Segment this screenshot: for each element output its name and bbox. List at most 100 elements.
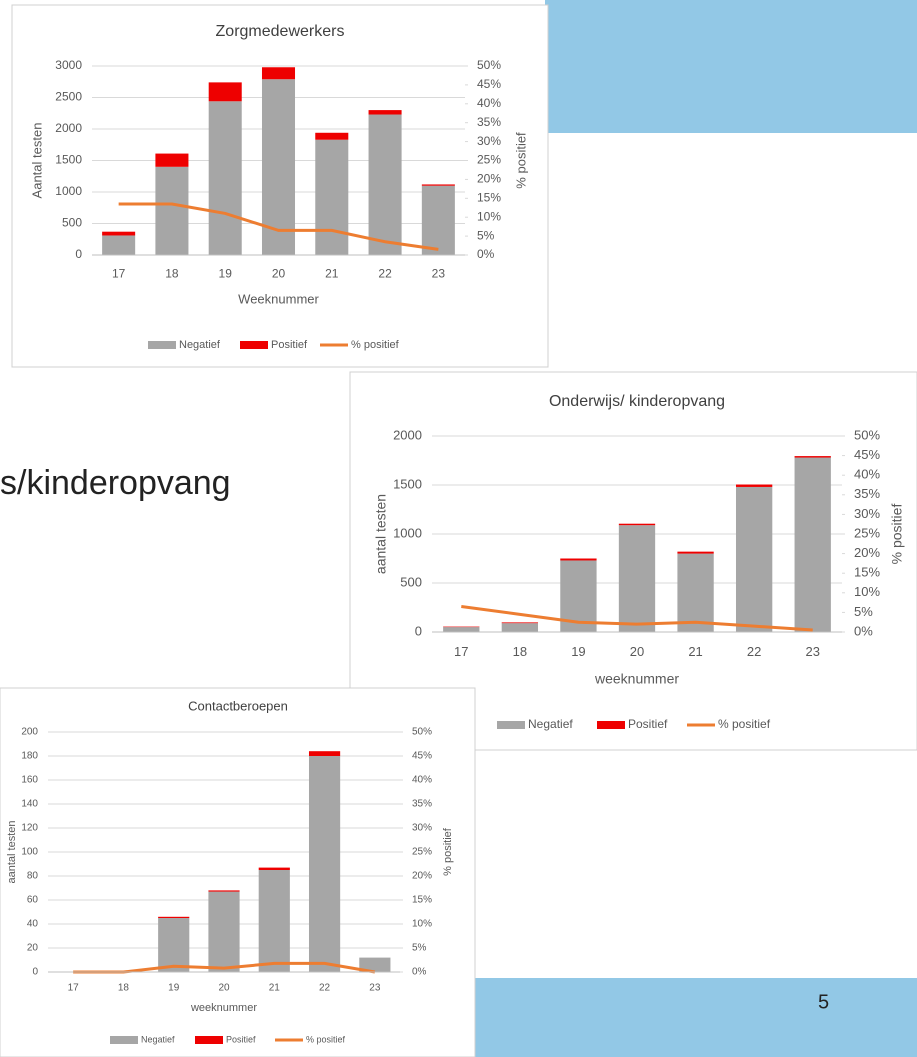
y2-tick-label: 5%: [854, 604, 873, 619]
bar: [794, 457, 831, 632]
legend-label: Positief: [271, 339, 308, 351]
x-tick-label: 18: [118, 983, 130, 994]
y2-tick-label: 0%: [477, 247, 495, 261]
bar: [208, 890, 240, 892]
x-tick-label: 21: [688, 644, 702, 659]
bar: [677, 553, 714, 632]
y-tick-label: 1000: [393, 525, 422, 540]
bar: [735, 484, 773, 487]
bar: [208, 101, 242, 255]
legend-label: % positief: [351, 339, 400, 351]
legend-label: Positief: [226, 1034, 256, 1044]
legend-label: % positief: [306, 1034, 346, 1044]
y2-tick-label: 20%: [477, 172, 501, 186]
bar: [443, 627, 480, 632]
x-tick-label: 21: [269, 983, 281, 994]
x-tick-label: 20: [630, 644, 644, 659]
bar: [368, 110, 402, 115]
y2-tick-label: 50%: [412, 727, 432, 738]
y2-tick-label: 25%: [412, 847, 432, 858]
y-tick-label: 180: [21, 751, 38, 762]
y2-tick-label: 50%: [854, 427, 880, 442]
y-tick-label: 3000: [55, 58, 82, 72]
legend-swatch: [240, 341, 268, 349]
page-number: 5: [818, 991, 829, 1013]
bar: [155, 166, 189, 255]
y2-tick-label: 45%: [477, 77, 501, 91]
y-tick-label: 120: [21, 823, 38, 834]
y-tick-label: 100: [21, 847, 38, 858]
x-tick-label: 20: [218, 983, 230, 994]
y-tick-label: 1000: [55, 184, 82, 198]
y-tick-label: 20: [27, 943, 39, 954]
y2-tick-label: 25%: [477, 153, 501, 167]
legend-swatch: [148, 341, 176, 349]
legend-label: Negatief: [179, 339, 221, 351]
y-tick-label: 60: [27, 895, 39, 906]
bar: [315, 139, 349, 255]
y-axis-title: Aantal testen: [29, 123, 44, 199]
line: [118, 202, 439, 251]
y-tick-label: 2500: [55, 90, 82, 104]
y-tick-label: 500: [400, 574, 422, 589]
x-tick-label: 19: [168, 983, 180, 994]
y-tick-label: 140: [21, 799, 38, 810]
bar: [208, 891, 240, 972]
y-tick-label: 0: [75, 247, 82, 261]
y2-axis-title: % positief: [889, 504, 905, 565]
y2-axis-title: % positief: [513, 132, 528, 189]
y2-tick-label: 5%: [412, 943, 427, 954]
slide-heading: s/kinderopvang: [0, 464, 231, 502]
y2-tick-label: 45%: [854, 447, 880, 462]
y-axis-title: aantal testen: [373, 494, 389, 574]
x-tick-label: 22: [319, 983, 331, 994]
banner: [545, 0, 917, 133]
y-tick-label: 0: [32, 967, 38, 978]
bar: [208, 82, 242, 102]
y2-tick-label: 35%: [412, 799, 432, 810]
y-tick-label: 200: [21, 727, 38, 738]
footer-band: [470, 978, 917, 1057]
bar: [158, 918, 190, 972]
x-tick-label: 22: [747, 644, 761, 659]
x-tick-label: 23: [805, 644, 819, 659]
y2-tick-label: 40%: [854, 467, 880, 482]
y-tick-label: 2000: [55, 121, 82, 135]
x-tick-label: 17: [112, 266, 126, 280]
chart-title: Zorgmedewerkers: [216, 23, 345, 40]
legend-label: % positief: [718, 717, 771, 731]
y2-tick-label: 35%: [854, 486, 880, 501]
y2-tick-label: 10%: [477, 209, 501, 223]
bar: [794, 456, 831, 458]
y-tick-label: 1500: [393, 476, 422, 491]
y2-tick-label: 10%: [854, 584, 880, 599]
legend-swatch: [110, 1036, 138, 1044]
y2-tick-label: 35%: [477, 115, 501, 129]
y2-tick-label: 50%: [477, 58, 501, 72]
x-tick-label: 18: [165, 266, 179, 280]
x-tick-label: 17: [454, 644, 468, 659]
x-axis-title: Weeknummer: [238, 291, 319, 306]
bar: [560, 558, 597, 561]
bar: [315, 132, 349, 140]
y2-tick-label: 0%: [854, 623, 873, 638]
chart-title: Contactberoepen: [188, 698, 288, 713]
y-tick-label: 0: [415, 623, 422, 638]
y-tick-label: 500: [62, 216, 82, 230]
x-tick-label: 23: [369, 983, 381, 994]
bar: [421, 184, 455, 186]
bar: [308, 756, 341, 972]
y2-tick-label: 40%: [412, 775, 432, 786]
y-tick-label: 40: [27, 919, 39, 930]
y2-tick-label: 20%: [854, 545, 880, 560]
y2-tick-label: 15%: [412, 895, 432, 906]
bar: [258, 870, 290, 972]
legend-swatch: [195, 1036, 223, 1044]
line: [461, 605, 813, 632]
x-axis-title: weeknummer: [594, 671, 679, 687]
bar: [261, 67, 296, 80]
y2-tick-label: 20%: [412, 871, 432, 882]
legend-label: Negatief: [141, 1034, 175, 1044]
chart-title: Onderwijs/ kinderopvang: [549, 393, 725, 410]
